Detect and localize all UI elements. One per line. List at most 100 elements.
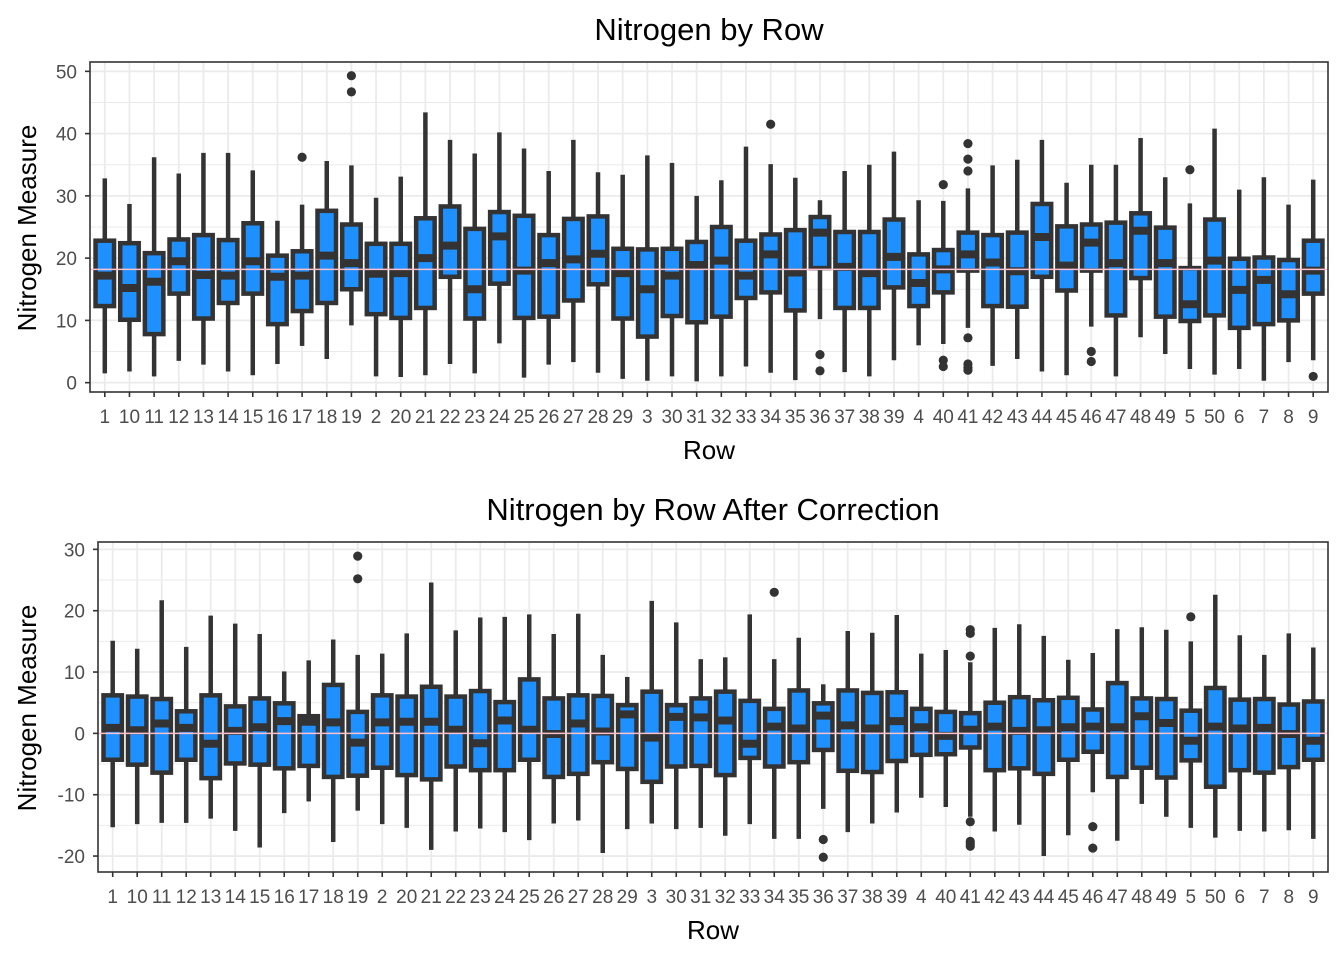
box-row-27 <box>566 613 590 821</box>
x-tick-label: 4 <box>913 407 924 428</box>
outlier-point <box>965 651 975 661</box>
iqr-box <box>1252 696 1276 775</box>
x-tick-label: 7 <box>1259 887 1270 908</box>
x-tick-label: 26 <box>538 407 559 428</box>
iqr-box <box>199 693 223 781</box>
iqr-box <box>660 246 684 319</box>
box-row-1 <box>93 178 117 374</box>
x-tick-label: 37 <box>834 407 855 428</box>
outlier-point <box>353 574 363 584</box>
outlier-point <box>1088 843 1098 853</box>
x-tick-label: 30 <box>666 887 687 908</box>
box-row-17 <box>290 152 314 346</box>
iqr-box <box>413 216 437 311</box>
iqr-box <box>762 706 786 769</box>
box-row-13 <box>199 615 223 819</box>
box-row-7 <box>1252 654 1276 832</box>
x-tick-label: 42 <box>982 407 1003 428</box>
outlier-point <box>353 551 363 561</box>
box-row-16 <box>272 671 296 814</box>
box-row-8 <box>1277 204 1301 363</box>
box-row-42 <box>981 165 1005 366</box>
outlier-point <box>1086 346 1096 357</box>
box-row-44 <box>1032 635 1056 857</box>
iqr-box <box>517 677 541 763</box>
box-row-16 <box>265 220 289 364</box>
iqr-box <box>1079 222 1103 273</box>
x-tick-label: 16 <box>267 407 288 428</box>
outlier-point <box>1308 371 1318 382</box>
iqr-box <box>395 694 419 778</box>
iqr-box <box>1055 224 1079 293</box>
x-axis-title: Row <box>683 435 735 465</box>
y-axis-title: Nitrogen Measure <box>12 125 42 332</box>
iqr-box <box>167 237 191 296</box>
box-row-27 <box>561 139 585 363</box>
x-axis: 1 10 11 12 13 14 15 16 17 18 19 2 20 21 22 23 24 25 26 27 28… <box>100 392 1318 428</box>
iqr-box <box>339 222 363 292</box>
box-row-2 <box>364 197 388 377</box>
x-tick-label: 48 <box>1130 407 1151 428</box>
outlier-point <box>769 587 779 597</box>
x-tick-label: 35 <box>788 887 809 908</box>
y-tick-label: 10 <box>64 663 85 684</box>
x-tick-label: 20 <box>390 407 411 428</box>
x-tick-label: 11 <box>152 887 172 908</box>
box-row-9 <box>1301 647 1325 839</box>
x-tick-label: 7 <box>1259 407 1270 428</box>
x-tick-label: 14 <box>218 407 240 428</box>
iqr-box <box>321 682 345 780</box>
x-tick-label: 43 <box>1007 407 1028 428</box>
x-tick-label: 27 <box>568 887 589 908</box>
iqr-box <box>297 713 321 769</box>
x-tick-label: 36 <box>809 407 830 428</box>
iqr-box <box>370 693 394 770</box>
iqr-box <box>689 696 713 769</box>
iqr-box <box>174 709 198 763</box>
box-row-36 <box>811 684 835 862</box>
box-row-34 <box>759 119 783 373</box>
x-tick-label: 10 <box>127 887 148 908</box>
x-tick-label: 20 <box>396 887 417 908</box>
x-tick-label: 6 <box>1235 887 1246 908</box>
box-row-25 <box>517 614 541 841</box>
x-tick-label: 44 <box>1031 407 1053 428</box>
box-row-5 <box>1179 612 1203 828</box>
iqr-box <box>1178 265 1202 324</box>
x-tick-label: 23 <box>464 407 485 428</box>
iqr-box <box>364 241 388 317</box>
box-row-8 <box>1277 633 1301 831</box>
x-tick-label: 39 <box>883 407 904 428</box>
iqr-box <box>248 696 272 767</box>
y-tick-label: 10 <box>56 311 77 332</box>
x-tick-label: 1 <box>107 887 118 908</box>
panel-nitrogen-by-row: Nitrogen by Row Row Nitrogen Measure 0 10… <box>12 12 1329 465</box>
box-row-31 <box>689 659 713 828</box>
box-row-17 <box>297 660 321 802</box>
box-row-18 <box>315 161 339 359</box>
iqr-box <box>150 696 174 775</box>
x-tick-label: 19 <box>341 407 362 428</box>
outlier-point <box>963 333 973 343</box>
box-row-12 <box>174 646 198 823</box>
box-row-21 <box>413 112 437 376</box>
box-row-12 <box>167 173 191 361</box>
x-tick-label: 46 <box>1082 887 1103 908</box>
box-row-32 <box>709 180 733 377</box>
y-tick-label: -10 <box>58 786 85 807</box>
box-row-30 <box>660 162 684 377</box>
x-tick-label: 31 <box>690 887 711 908</box>
x-tick-label: 50 <box>1205 887 1226 908</box>
box-row-6 <box>1227 189 1251 369</box>
x-axis: 1 10 11 12 13 14 15 16 17 18 19 2 20 21 22 23 24 25 26 27 28… <box>107 872 1319 908</box>
x-tick-label: 45 <box>1058 887 1079 908</box>
x-tick-label: 46 <box>1081 407 1102 428</box>
iqr-box <box>909 706 933 758</box>
box-row-24 <box>493 616 517 833</box>
iqr-box <box>265 253 289 327</box>
iqr-box <box>1203 685 1227 789</box>
box-row-13 <box>191 152 215 365</box>
box-row-23 <box>468 617 492 829</box>
iqr-box <box>468 688 492 773</box>
y-tick-label: 30 <box>64 540 85 561</box>
